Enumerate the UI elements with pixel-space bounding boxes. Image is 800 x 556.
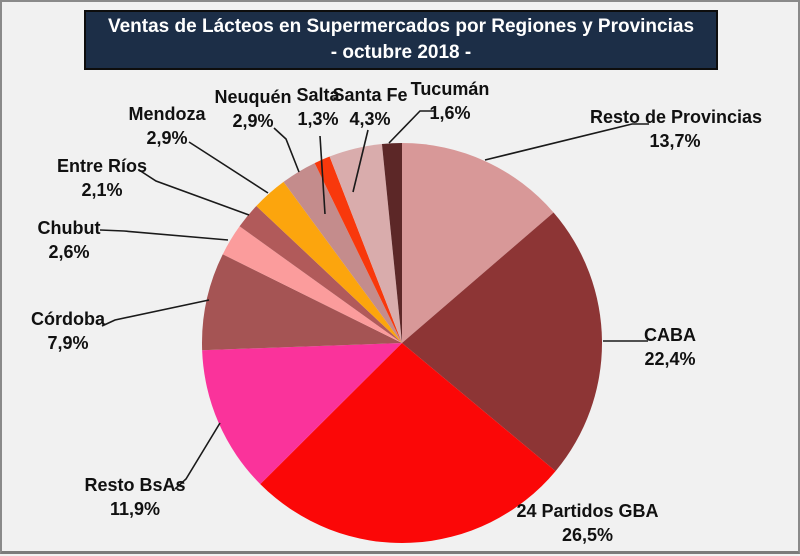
slice-name: 24 Partidos GBA [516, 501, 659, 521]
pie-slice-entre-rios [239, 205, 402, 343]
slice-name: Córdoba [31, 309, 105, 329]
pie-slice-24-partidos-gba [260, 343, 556, 543]
pie-slice-resto-de-provincias [402, 143, 554, 343]
slice-name: Chubut [37, 218, 101, 238]
pie-slice-chubut [222, 226, 402, 343]
slice-pct: 7,9% [47, 333, 89, 353]
slice-name: Mendoza [128, 104, 206, 124]
chart-title: Ventas de Lácteos en Supermercados por R… [84, 10, 718, 70]
slice-pct: 13,7% [649, 131, 701, 151]
leader-line-tucuman [388, 110, 435, 144]
slice-label-cordoba: Córdoba 7,9% [18, 307, 118, 355]
leader-line-entre-rios [138, 169, 250, 216]
slice-label-santa-fe: Santa Fe 4,3% [322, 83, 418, 131]
chart-title-line1: Ventas de Lácteos en Supermercados por R… [107, 16, 695, 37]
pie-slice-tucuman [381, 143, 402, 343]
slice-pct: 2,9% [232, 111, 274, 131]
pie-slice-resto-bsas [202, 343, 402, 485]
slice-label-entre-rios: Entre Ríos 2,1% [42, 154, 162, 202]
slice-name: Tucumán [410, 79, 490, 99]
slice-name: Entre Ríos [56, 156, 148, 176]
leader-line-mendoza [188, 141, 269, 194]
slice-label-resto-bsas: Resto BsAs 11,9% [74, 473, 196, 521]
leader-line-santa-fe [352, 129, 369, 193]
slice-pct: 1,3% [297, 109, 339, 129]
pie-slice-neuquen [283, 163, 402, 343]
slice-label-resto-de-provincias: Resto de Provincias 13,7% [590, 105, 763, 153]
slice-pct: 2,1% [81, 180, 123, 200]
pie-slice-caba [402, 212, 603, 472]
leader-line-salta [319, 135, 326, 215]
leader-line-neuquen [273, 127, 300, 173]
slice-label-24-partidos-gba: 24 Partidos GBA 26,5% [510, 499, 665, 547]
leader-line-cordoba [101, 299, 210, 327]
slice-label-mendoza: Mendoza 2,9% [117, 102, 217, 150]
pie-slice-santa-fe [329, 144, 402, 343]
slice-name: CABA [644, 325, 696, 345]
pie-slice-cordoba [201, 254, 402, 351]
slice-name: Santa Fe [332, 85, 408, 105]
leader-line-chubut [99, 229, 229, 241]
leader-line-resto-bsas [174, 422, 221, 490]
slice-label-tucuman: Tucumán 1,6% [400, 77, 500, 125]
chart-title-line2: - octubre 2018 - [330, 42, 472, 63]
slice-pct: 2,6% [48, 242, 90, 262]
slice-pct: 1,6% [429, 103, 471, 123]
pie-slice-salta [314, 156, 402, 343]
slice-name: Resto BsAs [84, 475, 186, 495]
slice-pct: 2,9% [146, 128, 188, 148]
leader-line-resto-de-provincias [484, 123, 649, 161]
slice-name: Resto de Provincias [590, 107, 763, 127]
slice-name: Salta [296, 85, 340, 105]
slice-label-caba: CABA 22,4% [622, 323, 718, 371]
slice-name: Neuquén [214, 87, 292, 107]
slice-pct: 11,9% [109, 499, 161, 519]
slice-pct: 4,3% [349, 109, 391, 129]
pie-slice-mendoza [256, 181, 402, 343]
slice-label-neuquen: Neuquén 2,9% [203, 85, 303, 133]
slice-pct: 26,5% [561, 525, 614, 545]
slice-pct: 22,4% [644, 349, 696, 369]
slice-label-chubut: Chubut 2,6% [19, 216, 119, 264]
slice-label-salta: Salta 1,3% [278, 83, 358, 131]
